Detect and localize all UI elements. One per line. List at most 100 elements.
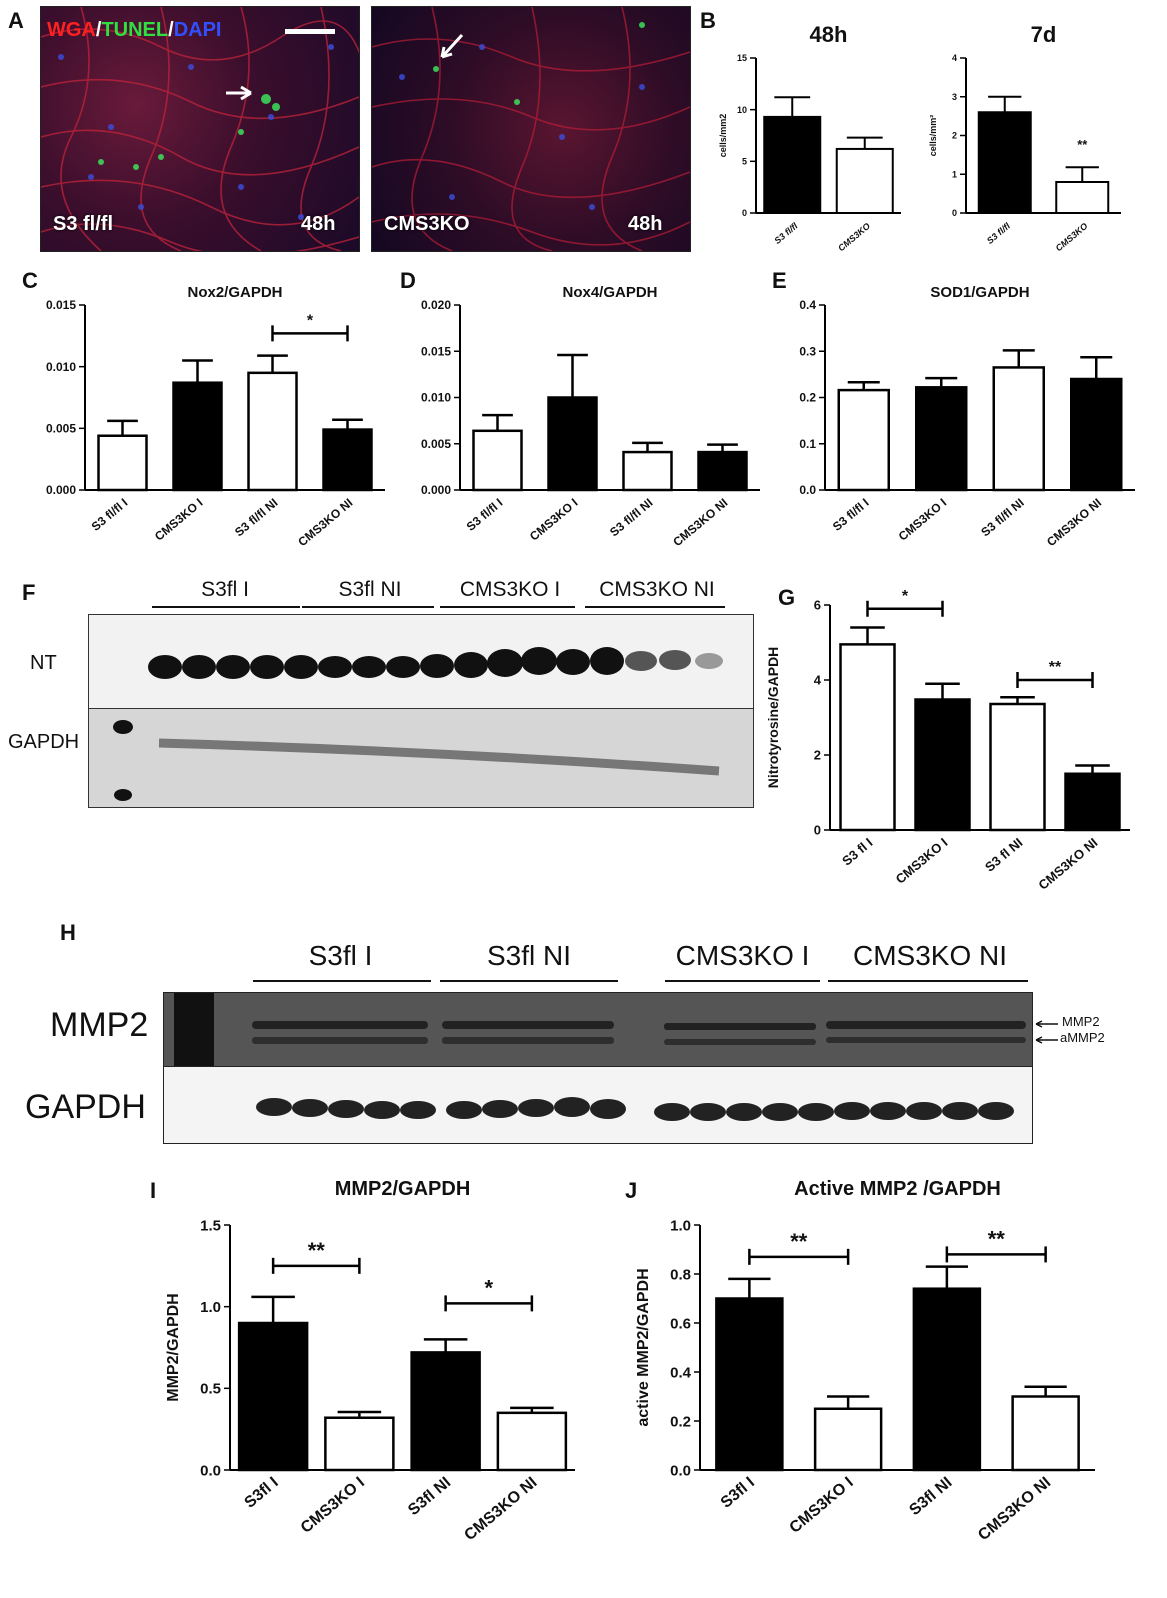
bar [322, 428, 373, 492]
y-axis-label: cells/mm2 [718, 114, 728, 158]
category-label: S3 fl I [839, 835, 875, 869]
y-tick-label: 0.015 [46, 298, 76, 312]
bar [247, 371, 298, 492]
y-tick-label: 6 [814, 598, 821, 613]
bar [915, 386, 968, 492]
chart-title: Nox2/GAPDH [187, 284, 282, 301]
panel-letter-e: E [772, 268, 787, 293]
y-tick-label: 1.0 [670, 1217, 691, 1234]
chart-e-sod1: SOD1/GAPDH 0.0 0.1 0.2 0.3 0.4 S3 fl/fl I CMS3K… [799, 284, 1135, 549]
category-label: CMS3KO I [527, 496, 580, 544]
category-label: S3fl NI [405, 1474, 454, 1519]
y-tick-label: 3 [952, 92, 957, 102]
chart-title: 7d [1031, 22, 1057, 47]
band-label-ammp2: aMMP2 [1060, 1030, 1105, 1045]
significance-label: * [484, 1275, 493, 1300]
bar [472, 429, 523, 492]
y-tick-label: 0.010 [46, 360, 76, 374]
bar [496, 1411, 568, 1472]
micrograph-s3-flfl: WGA/TUNEL/DAPI S3 fl/fl 48h [40, 6, 360, 252]
panel-letter-f: F [22, 580, 36, 605]
bar [837, 388, 890, 492]
y-tick-label: 0.020 [421, 298, 451, 312]
category-label: CMS3KO NI [1035, 835, 1100, 893]
blot-h-row-label: MMP2 [50, 1006, 149, 1044]
blot-f-group-label: CMS3KO NI [599, 578, 715, 601]
micrograph-cms3ko: CMS3KO 48h [371, 6, 691, 252]
y-tick-label: 2 [952, 131, 957, 141]
significance-label: ** [988, 1226, 1006, 1251]
category-label: CMS3KO [836, 221, 872, 253]
category-label: CMS3KO I [893, 835, 951, 887]
y-tick-label: 5 [742, 156, 747, 166]
blot-h-mmp2-bands [174, 993, 1026, 1067]
bar [835, 147, 894, 214]
stain-wga: WGA [47, 19, 96, 41]
y-tick-label: 1.5 [200, 1217, 221, 1234]
bar [547, 396, 598, 492]
chart-g-nitrotyrosine: 0 2 4 6 Nitrotyrosine/GAPDH S3 fl I CMS3KO I S3… [765, 588, 1130, 893]
chart-d-nox4: Nox4/GAPDH 0.000 0.005 0.010 0.015 0.020 S3 fl… [421, 284, 760, 550]
y-tick-label: 0.0 [670, 1462, 691, 1479]
blot-f-group-line [585, 606, 725, 608]
micrograph-texture-right [372, 7, 690, 251]
blot-h-mmp2 [163, 992, 1033, 1068]
y-tick-label: 0.000 [421, 483, 451, 497]
category-label: CMS3KO [1054, 221, 1090, 253]
y-tick-label: 0.3 [799, 344, 816, 358]
category-label: S3fl I [718, 1474, 758, 1512]
blot-h-band-arrows [1035, 1020, 1058, 1044]
blot-f-gapdh-bands [113, 720, 720, 801]
category-label: S3fl NI [906, 1474, 955, 1519]
blot-f-group-line [152, 606, 300, 608]
y-tick-label: 0.000 [46, 483, 76, 497]
stain-separator: / [95, 19, 102, 41]
y-tick-label: 0.5 [200, 1381, 221, 1398]
category-label: S3 fl/fl I [89, 496, 131, 534]
bar [813, 1407, 883, 1472]
y-axis-label: MMP2/GAPDH [165, 1293, 182, 1401]
bar [763, 115, 822, 214]
micrograph-genotype-label: CMS3KO [384, 213, 470, 235]
y-tick-label: 0.1 [799, 437, 816, 451]
blot-h-group-label: S3fl NI [486, 940, 572, 971]
y-tick-label: 0.2 [799, 391, 816, 405]
bar [324, 1416, 395, 1472]
significance-label: ** [790, 1229, 808, 1254]
arrow-icon [440, 33, 464, 59]
stain-tunel: TUNEL [101, 19, 169, 41]
y-tick-label: 0.005 [46, 422, 76, 436]
blot-f-group-line [440, 606, 575, 608]
bar [989, 702, 1046, 832]
category-label: CMS3KO I [152, 496, 205, 544]
y-tick-label: 0.8 [670, 1266, 691, 1283]
y-tick-label: 10 [737, 105, 747, 115]
chart-title: MMP2/GAPDH [335, 1178, 471, 1200]
bar [1064, 772, 1121, 832]
blot-f-group-label: CMS3KO I [459, 578, 561, 601]
bar [697, 450, 748, 492]
y-tick-label: 0.0 [200, 1462, 221, 1479]
bar [622, 450, 673, 492]
bar [914, 698, 971, 832]
bar [839, 643, 896, 832]
y-axis-label: active MMP2/GAPDH [635, 1268, 652, 1426]
blot-f-group-line [302, 606, 434, 608]
bar [715, 1297, 784, 1472]
blot-f-group-label: S3fl NI [338, 578, 402, 601]
panel-letter-i: I [150, 1178, 157, 1203]
category-label: CMS3KO NI [670, 496, 730, 550]
blot-h-group-label: CMS3KO I [675, 940, 810, 971]
stain-dapi: DAPI [173, 19, 222, 41]
blot-h-group-line [828, 980, 1028, 982]
significance-label: * [307, 312, 314, 329]
blot-h-group-label: CMS3KO NI [852, 940, 1008, 971]
blot-f-nt-bands [148, 647, 723, 679]
category-label: S3fl I [241, 1474, 281, 1512]
bar [97, 434, 148, 492]
category-label: S3 fl/fl [985, 221, 1012, 246]
panel-letter-g: G [778, 585, 796, 610]
band-label-mmp2: MMP2 [1062, 1014, 1100, 1029]
blot-f-gapdh [88, 708, 754, 808]
blot-f-group-label: S3fl I [201, 578, 249, 601]
